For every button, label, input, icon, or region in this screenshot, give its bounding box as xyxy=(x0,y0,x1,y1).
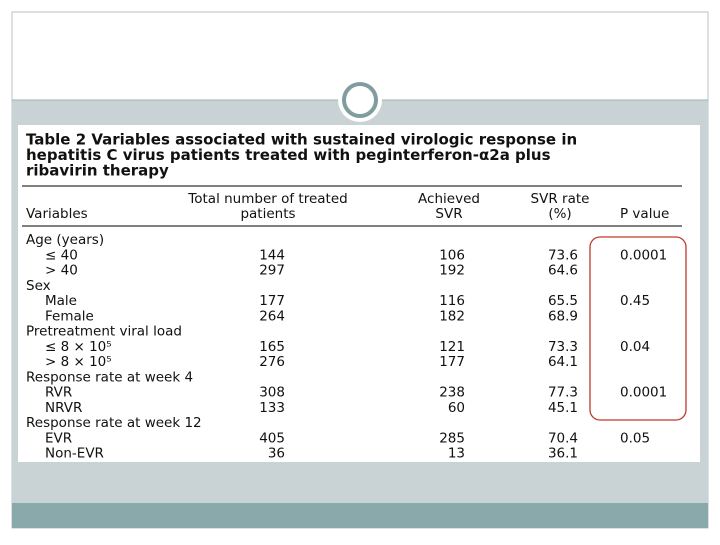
cell: 238 xyxy=(439,385,465,401)
row-label: NRVR xyxy=(45,400,82,416)
cell: 177 xyxy=(259,293,285,309)
cell: 0.04 xyxy=(620,339,650,355)
cell: 60 xyxy=(448,400,465,416)
column-header: SVR rate xyxy=(531,191,590,207)
row-label: Non-EVR xyxy=(45,446,104,462)
circle-ornament xyxy=(342,82,378,118)
cell: 36 xyxy=(268,446,285,462)
cell: 64.1 xyxy=(548,354,578,370)
row-label: > 40 xyxy=(45,263,78,279)
cell: 73.3 xyxy=(548,339,578,355)
cell: 285 xyxy=(439,430,465,446)
footer-band xyxy=(12,503,708,528)
group-label: Response rate at week 12 xyxy=(26,415,202,431)
group-label: Response rate at week 4 xyxy=(26,369,193,385)
cell: 77.3 xyxy=(548,385,578,401)
cell: 405 xyxy=(259,430,285,446)
row-label: > 8 × 10⁵ xyxy=(45,354,112,370)
cell: 36.1 xyxy=(548,446,578,462)
table: Table 2 Variables associated with sustai… xyxy=(26,131,669,462)
group-label: Sex xyxy=(26,278,51,294)
column-header: P value xyxy=(620,206,669,222)
cell: 13 xyxy=(448,446,465,462)
cell: 116 xyxy=(439,293,465,309)
cell: 45.1 xyxy=(548,400,578,416)
column-header: Variables xyxy=(26,206,88,222)
highlight-box xyxy=(589,236,687,421)
cell: 121 xyxy=(439,339,465,355)
title-line: Table 2 Variables associated with sustai… xyxy=(26,131,577,149)
column-header: Achieved xyxy=(418,191,480,207)
cell: 133 xyxy=(259,400,285,416)
cell: 106 xyxy=(439,247,465,263)
column-header: (%) xyxy=(548,206,571,222)
cell: 65.5 xyxy=(548,293,578,309)
cell: 192 xyxy=(439,263,465,279)
column-header: SVR xyxy=(435,206,462,222)
cell: 276 xyxy=(259,354,285,370)
row-label: ≤ 8 × 10⁵ xyxy=(45,339,112,355)
cell: 297 xyxy=(259,263,285,279)
column-header: Total number of treated xyxy=(187,191,347,207)
cell: 64.6 xyxy=(548,263,578,279)
cell: 0.45 xyxy=(620,293,650,309)
cell: 0.05 xyxy=(620,430,650,446)
cell: 0.0001 xyxy=(620,247,667,263)
title-line: hepatitis C virus patients treated with … xyxy=(26,146,551,164)
group-label: Age (years) xyxy=(26,232,104,248)
column-header: patients xyxy=(240,206,295,222)
cell: 177 xyxy=(439,354,465,370)
table-image xyxy=(18,125,700,462)
cell: 70.4 xyxy=(548,430,578,446)
row-label: Female xyxy=(45,308,94,324)
group-label: Pretreatment viral load xyxy=(26,324,182,340)
cell: 182 xyxy=(439,308,465,324)
cell: 165 xyxy=(259,339,285,355)
cell: 264 xyxy=(259,308,285,324)
cell: 68.9 xyxy=(548,308,578,324)
cell: 308 xyxy=(259,385,285,401)
row-label: ≤ 40 xyxy=(45,247,78,263)
cell: 0.0001 xyxy=(620,385,667,401)
row-label: Male xyxy=(45,293,77,309)
title-line: ribavirin therapy xyxy=(26,162,169,180)
cell: 144 xyxy=(259,247,285,263)
row-label: EVR xyxy=(45,430,72,446)
cell: 73.6 xyxy=(548,247,578,263)
row-label: RVR xyxy=(45,385,72,401)
